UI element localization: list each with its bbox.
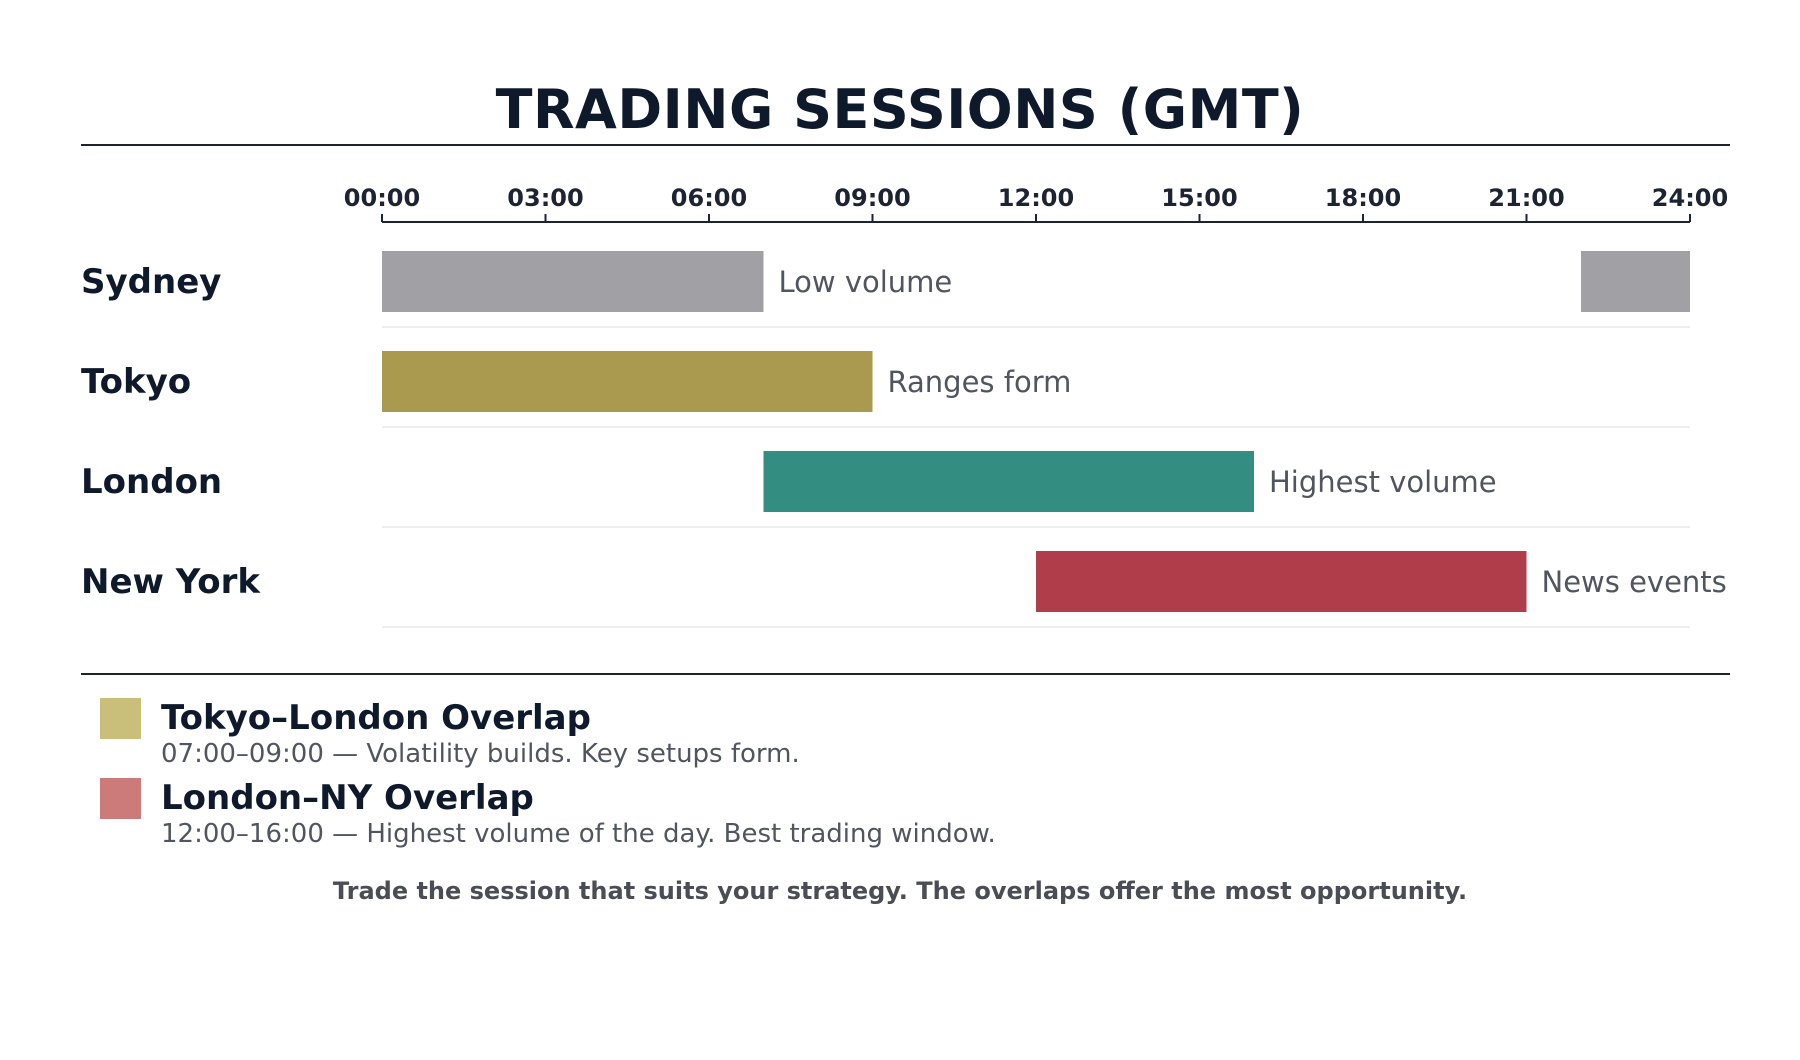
x-tick-label: 00:00 xyxy=(344,184,420,212)
x-tick-label: 24:00 xyxy=(1652,184,1728,212)
legend-title-london-ny: London–NY Overlap xyxy=(161,778,534,818)
session-label-tokyo: Tokyo xyxy=(81,362,191,402)
session-label-new-york: New York xyxy=(81,562,261,602)
x-tick-label: 12:00 xyxy=(998,184,1074,212)
session-label-london: London xyxy=(81,462,222,502)
legend-desc-tokyo-london: 07:00–09:00 — Volatility builds. Key set… xyxy=(161,739,800,769)
session-bar-new-york xyxy=(1036,551,1527,612)
legend-desc-london-ny: 12:00–16:00 — Highest volume of the day.… xyxy=(161,819,996,849)
session-bar-sydney xyxy=(382,251,764,312)
title-divider xyxy=(81,144,1730,146)
session-note-london: Highest volume xyxy=(1269,465,1497,499)
chart-title: TRADING SESSIONS (GMT) xyxy=(495,78,1305,141)
session-note-tokyo: Ranges form xyxy=(888,365,1072,399)
x-tick-label: 03:00 xyxy=(507,184,583,212)
x-tick-label: 18:00 xyxy=(1325,184,1401,212)
session-bar-sydney xyxy=(1581,251,1690,312)
legend-title-tokyo-london: Tokyo–London Overlap xyxy=(161,698,591,738)
sessions-chart: 00:00 03:00 06:00 09:00 12:00 15:00 18:00 21:00… xyxy=(81,184,1728,628)
session-note-new-york: News events xyxy=(1542,565,1727,599)
legend-swatch-london-ny xyxy=(100,778,141,819)
x-tick-label: 06:00 xyxy=(671,184,747,212)
legend-divider xyxy=(81,673,1730,675)
footnote: Trade the session that suits your strate… xyxy=(332,877,1468,905)
session-bar-london xyxy=(763,451,1254,512)
session-bar-tokyo xyxy=(382,351,873,412)
legend-swatch-tokyo-london xyxy=(100,698,141,739)
x-tick-label: 15:00 xyxy=(1161,184,1237,212)
session-note-sydney: Low volume xyxy=(779,265,953,299)
x-tick-label: 21:00 xyxy=(1488,184,1564,212)
session-label-sydney: Sydney xyxy=(81,262,221,302)
x-tick-label: 09:00 xyxy=(834,184,910,212)
